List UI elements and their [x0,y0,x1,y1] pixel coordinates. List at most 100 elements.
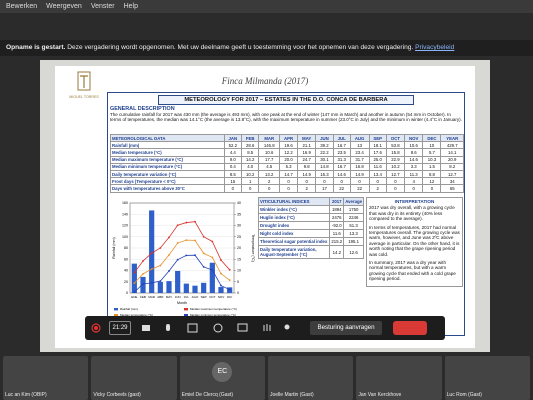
row: Night cold index 11.6 13.3 [257,229,364,238]
x-tick-label: SEP [201,295,207,299]
bar [192,285,198,293]
people-button[interactable] [284,324,290,330]
cell: 0 [349,177,370,186]
point [220,284,222,287]
bar [149,210,155,293]
cell: 39.2 [315,141,334,150]
report-box: METEOROLOGY FOR 2017 – ESTATES IN THE D.… [107,92,465,336]
cell: 0 [258,184,281,193]
bar [209,262,215,293]
privacy-link[interactable]: Privacybeleid [415,44,455,51]
legend-label: Median maximum temperature (°C) [190,307,237,311]
row-label: Median minimum temperature (°C) [110,162,225,171]
cell: 14.8 [315,162,334,171]
cell: 12.2 [279,148,299,157]
cell: 2246 [343,213,364,222]
header-cell: MAY [297,133,317,143]
cell: 14.9 [297,169,317,179]
mic-button[interactable] [166,324,170,331]
cell: 22 [349,184,370,193]
header-row: VITICULTURAL INDICES 2017 Average [257,197,364,206]
indices-table: VITICULTURAL INDICES 2017 Average Winkler i… [257,197,364,259]
menu-item[interactable]: Venster [90,3,115,10]
menu-item[interactable]: Weergeven [46,3,82,10]
cell: 4.4 [223,148,243,157]
meteo-table: METEOROLOGICAL DATA JAN FEB MAR APR MAY JUN JUL… [110,133,464,193]
point [133,282,136,284]
x-tick-label: AGO [192,295,199,299]
cell: 0 [332,177,351,186]
point [159,264,162,267]
cell: 8.8 [422,169,442,179]
cell: 3.3 [403,162,424,171]
point [142,283,144,285]
point [168,254,170,256]
point [150,281,153,284]
participant-tile: Joelle Martin (Gast) [267,356,354,400]
header-cell: SEP [368,133,387,143]
row: Daily temperature variation, August-Sept… [257,245,364,259]
x-tick-label: ENE [131,295,137,299]
leave-button[interactable] [393,321,427,335]
row-label: Rainfall (mm) [110,141,225,150]
cell: 4 [403,177,424,186]
participant-name: Luc an Kim (OBIP) [5,392,47,398]
header-cell: FEB [241,133,260,143]
cell: 14.2 [241,155,260,164]
row: Frost days (Temperature < 0°C) 15 1 2 0 0 0 0 0 0… [110,177,464,186]
cell: 20.0 [279,155,299,164]
cell: 5.7 [422,148,442,157]
paragraph: In summary, 2017 was a dry year with nor… [369,260,456,282]
cell: 2476 [329,213,345,222]
legend-label: Median minimum temperature (°C) [190,313,236,317]
chat-button[interactable] [237,323,248,332]
record-icon[interactable] [91,323,101,333]
point [133,271,136,274]
cell: 11.3 [403,169,424,179]
header-cell: JUL [332,133,351,143]
logo-emblem [77,71,91,91]
cell: 9.8 [297,162,317,171]
recording-banner: Opname is gestart. Deze vergadering word… [0,40,533,56]
cell: 215.2 [329,237,345,246]
interpretation-title: INTERPRETATION [394,199,435,204]
cell: 1750 [343,205,364,214]
request-control-button[interactable]: Besturing aanvragen [310,321,382,335]
point [194,220,196,223]
row-label: Frost days (Temperature < 0°C) [110,177,225,186]
point [211,256,214,259]
legend-swatch [184,314,188,317]
share-button[interactable] [187,323,198,333]
paragraph: In terms of temperatures, 2017 had norma… [369,224,460,257]
cell: 22.9 [385,155,405,164]
legend-label: Median temperature (°C) [120,313,153,317]
plot-frame [129,202,235,294]
cell: 20.9 [440,155,464,164]
cell: 146.8 [258,141,281,150]
slide: MIGUEL TORRES Finca Milmanda (2017) METE… [55,66,475,348]
point [159,247,162,249]
hand-button[interactable] [263,324,271,331]
point [168,270,170,272]
point [185,221,188,224]
menu-item[interactable]: Help [123,3,138,10]
reactions-button[interactable] [213,323,223,333]
menu-item[interactable]: Bewerken [6,3,38,10]
participant-tile: EC Emiel De Clercq (Gast) [179,356,265,400]
cell: 12 [422,177,442,186]
cell: 15 [223,177,243,186]
cell: 0 [279,177,299,186]
point [150,268,153,271]
menu-bar: Bewerken Weergeven Venster Help [0,0,533,13]
cell: 8.2 [440,162,464,171]
y-tick-label: 80 [124,246,128,250]
point [185,254,188,257]
cell: 1 [241,177,260,186]
cell: 14.2 [329,245,345,259]
header-cell: AUG [349,133,370,143]
header-cell: JAN [223,133,243,143]
cell: 10 [422,141,442,150]
camera-button[interactable] [142,325,150,331]
row: Daily temperature variation (°C) 8.5 10.2 1… [110,169,464,179]
cell: 30.1 [315,155,334,164]
